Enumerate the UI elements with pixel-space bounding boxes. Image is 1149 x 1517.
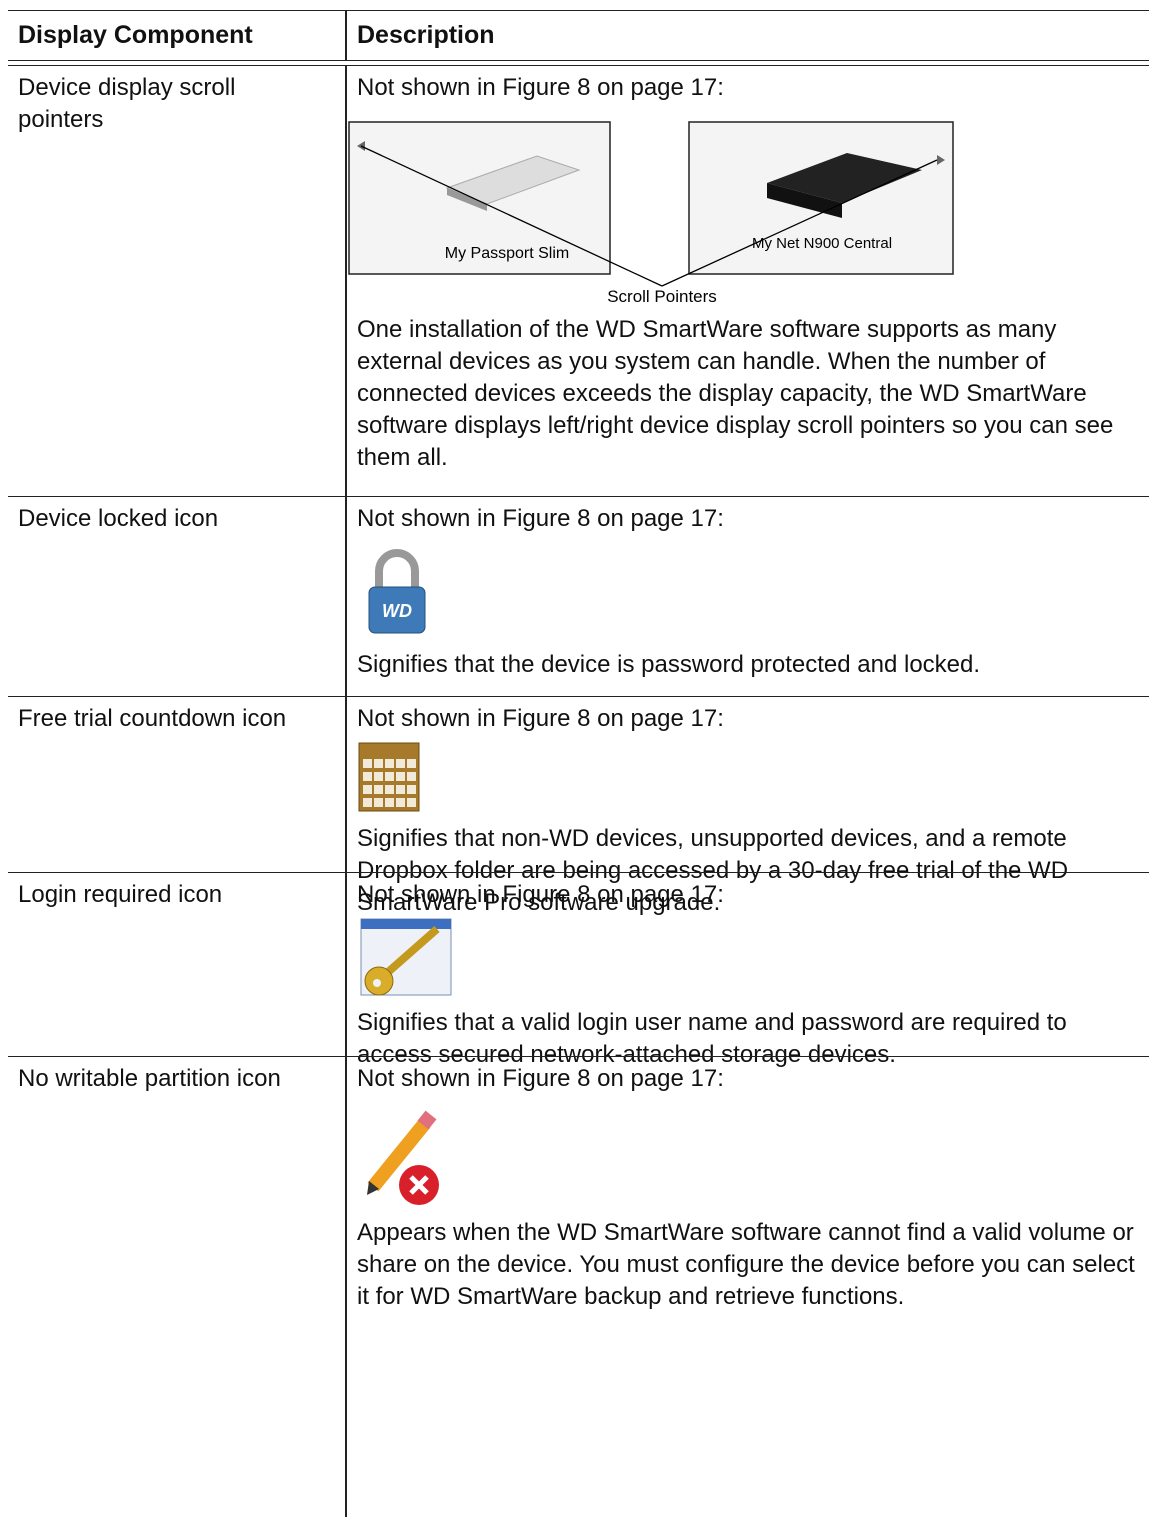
table-row: Login required icon Not shown in Figure … — [8, 872, 1149, 1068]
component-cell: Login required icon — [8, 873, 347, 1057]
description-cell: Not shown in Figure 8 on page 17: Appear… — [347, 1057, 1149, 1517]
figure-label: My Passport Slim — [445, 245, 569, 262]
table-row: Device display scroll pointers Not shown… — [8, 66, 1149, 496]
description: Signifies that a valid login user name a… — [357, 1009, 1067, 1068]
note: Not shown in Figure 8 on page 17: — [357, 881, 724, 908]
description: Appears when the WD SmartWare software c… — [357, 1219, 1135, 1310]
component: Login required icon — [18, 881, 223, 908]
calendar-icon — [358, 742, 420, 812]
note: Not shown in Figure 8 on page 17: — [357, 1065, 724, 1092]
description-cell: Not shown in Figure 8 on page 17: My Pas… — [347, 66, 1149, 496]
scroll-pointer-figure: My Passport Slim My Net N900 Central Scr… — [348, 121, 954, 306]
component-cell: No writable partition icon — [8, 1057, 347, 1517]
no-writable-icon — [367, 1110, 439, 1205]
figure-caption: Scroll Pointers — [607, 287, 717, 306]
description-cell: Not shown in Figure 8 on page 17: Signif… — [347, 697, 1149, 916]
lock-icon: WD — [368, 549, 426, 634]
description-cell: Not shown in Figure 8 on page 17: Signif… — [347, 873, 1149, 1068]
table-row: Free trial countdown icon Not shown in F… — [8, 696, 1149, 916]
note: Not shown in Figure 8 on page 17: — [357, 705, 724, 732]
description-cell: Not shown in Figure 8 on page 17: WD Sig… — [347, 497, 1149, 697]
header-cell: Display Component — [8, 11, 347, 61]
component-cell: Device locked icon — [8, 497, 347, 697]
header-cell: Description — [357, 21, 495, 49]
note: Not shown in Figure 8 on page 17: — [357, 74, 724, 101]
note: Not shown in Figure 8 on page 17: — [357, 505, 724, 532]
component-cell: Free trial countdown icon — [8, 697, 347, 873]
component: Free trial countdown icon — [18, 705, 287, 732]
header-row: Display Component Description — [8, 10, 1149, 61]
description: Signifies that non-WD devices, unsupport… — [357, 825, 1069, 916]
component: No writable partition icon — [18, 1065, 281, 1092]
table-row: Device locked icon Not shown in Figure 8… — [8, 496, 1149, 697]
component: Device display scroll pointers — [18, 74, 236, 133]
description: Signifies that the device is password pr… — [357, 651, 981, 678]
icon-text: WD — [382, 601, 412, 621]
description: One installation of the WD SmartWare sof… — [357, 316, 1114, 471]
header-rule — [8, 60, 1149, 66]
component-cell: Device display scroll pointers — [8, 66, 347, 496]
login-icon — [360, 918, 452, 996]
figure-label: My Net N900 Central — [752, 235, 892, 252]
component: Device locked icon — [18, 505, 219, 532]
table-row: No writable partition icon Not shown in … — [8, 1056, 1149, 1517]
